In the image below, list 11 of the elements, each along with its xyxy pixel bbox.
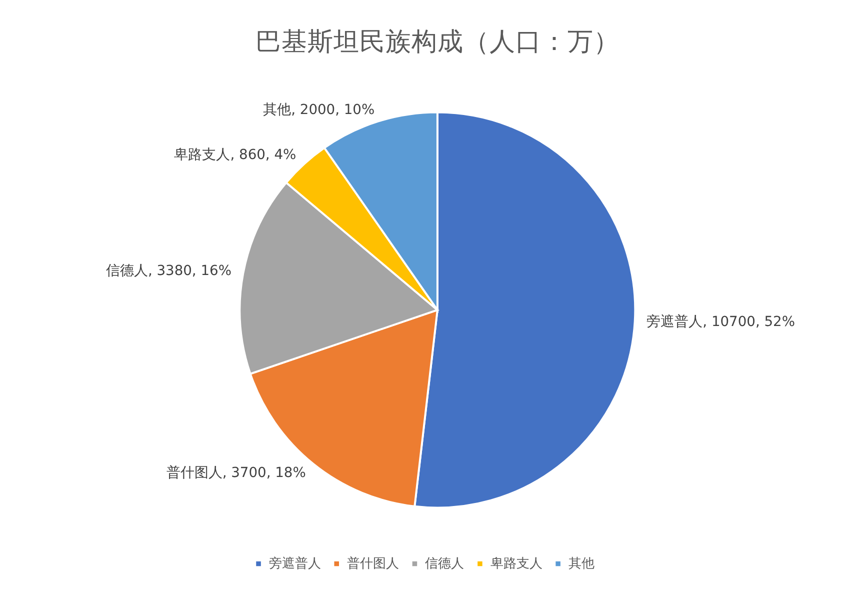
legend-label: 旁遮普人 [268, 556, 321, 572]
legend-label: 普什图人 [346, 556, 399, 572]
legend-label: 卑路支人 [490, 556, 542, 572]
data-label: 其他, 2000, 10% [263, 102, 375, 118]
legend-label: 信德人 [425, 556, 464, 572]
data-label: 普什图人, 3700, 18% [166, 464, 306, 482]
legend-label: 其他 [568, 556, 594, 572]
data-label: 旁遮普人, 10700, 52% [646, 313, 795, 330]
data-label: 卑路支人, 860, 4% [174, 147, 296, 164]
data-label: 信德人, 3380, 16% [106, 263, 232, 280]
chart-title: 巴基斯坦民族构成（人口：万） [255, 26, 620, 57]
